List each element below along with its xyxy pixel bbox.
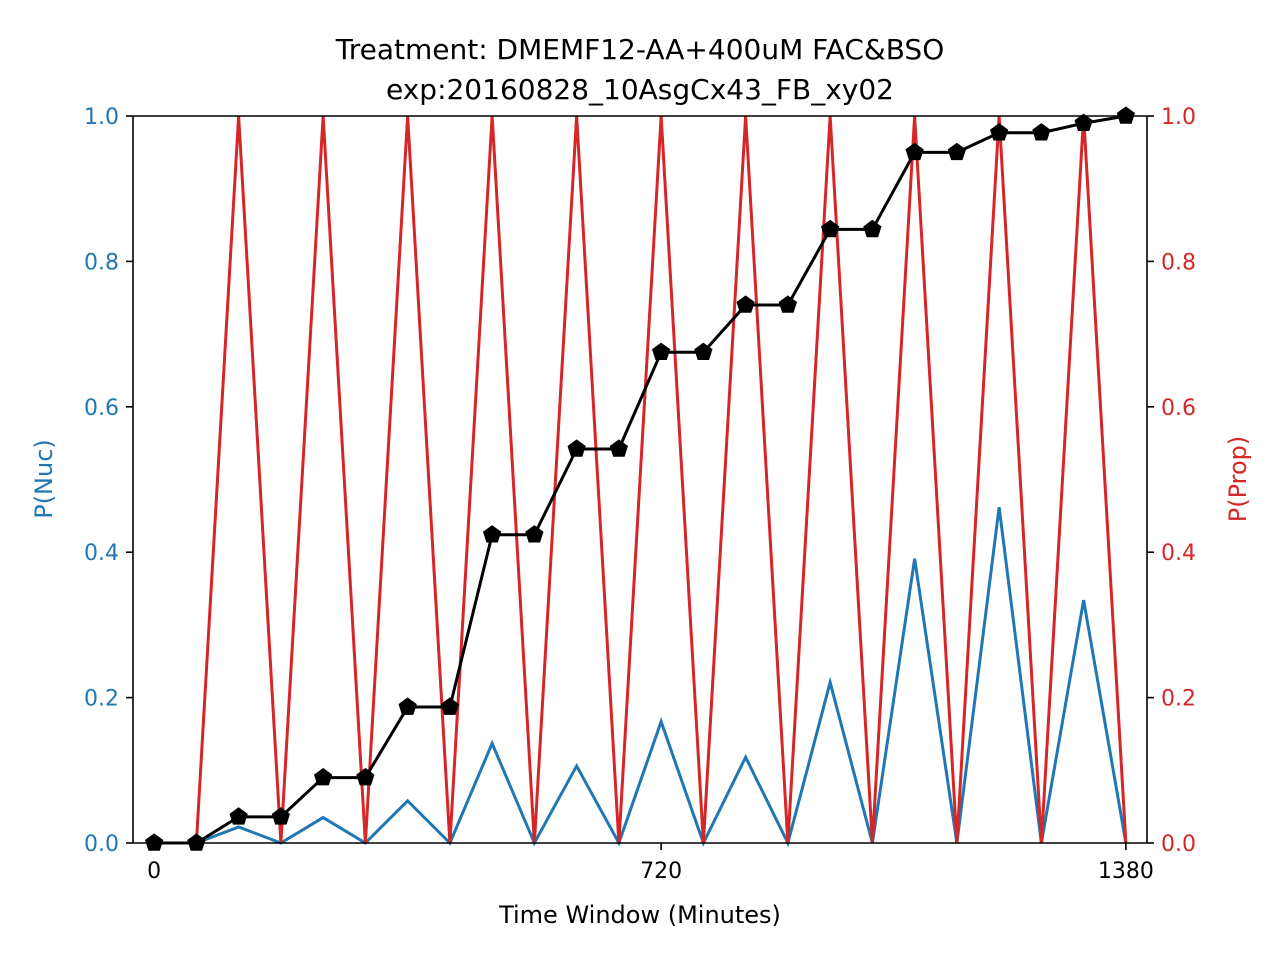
data-point-marker	[144, 833, 164, 851]
data-point-marker	[1116, 106, 1136, 124]
x-tick-label: 720	[640, 859, 682, 884]
y-axis-label-right: P(Prop)	[1224, 436, 1252, 523]
y-tick-label-right: 0.6	[1161, 396, 1196, 421]
data-point-marker	[694, 342, 713, 361]
data-point-marker	[271, 807, 291, 825]
series-line-1	[154, 115, 1128, 845]
y-tick-label-left: 0.8	[84, 250, 119, 275]
data-point-marker	[313, 767, 333, 786]
data-point-marker	[609, 439, 629, 457]
data-point-marker	[905, 142, 924, 161]
data-point-marker	[187, 833, 206, 851]
data-point-marker	[229, 807, 248, 825]
y-tick-label-left: 0.6	[84, 396, 119, 421]
y-tick-label-right: 0.0	[1161, 832, 1196, 857]
data-point-marker	[736, 295, 755, 313]
data-point-marker	[567, 439, 586, 457]
x-tick-label: 1380	[1098, 859, 1154, 884]
data-point-marker	[1074, 113, 1093, 132]
data-point-marker	[947, 142, 967, 161]
data-point-marker	[525, 525, 544, 543]
plot-area	[144, 106, 1136, 851]
series-line-0	[154, 506, 1128, 848]
axes: 0 720 1380 0.0 0.0 0.2 0.2 0.4 0.4 0.6 0.6 0.8 0.8 1.…	[84, 105, 1196, 884]
chart-title-line-1: Treatment: DMEMF12-AA+400uM FAC&BSO	[335, 33, 945, 66]
data-point-marker	[863, 219, 882, 238]
y-tick-label-left: 1.0	[84, 105, 119, 130]
y-tick-label-right: 0.8	[1161, 250, 1196, 275]
y-tick-label-left: 0.2	[84, 687, 119, 712]
data-point-marker	[651, 342, 671, 361]
data-point-marker	[820, 219, 840, 238]
data-point-marker	[1032, 123, 1051, 141]
x-axis-label: Time Window (Minutes)	[498, 901, 781, 929]
y-tick-label-right: 1.0	[1161, 105, 1196, 130]
y-tick-label-right: 0.2	[1161, 687, 1196, 712]
data-point-marker	[440, 697, 460, 715]
y-tick-label-right: 0.4	[1161, 541, 1196, 566]
data-point-marker	[356, 767, 375, 786]
x-tick-label: 0	[147, 859, 161, 884]
y-tick-label-left: 0.4	[84, 541, 119, 566]
chart-title-line-2: exp:20160828_10AsgCx43_FB_xy02	[386, 73, 894, 106]
data-point-marker	[778, 295, 798, 313]
y-tick-label-left: 0.0	[84, 832, 119, 857]
data-point-marker	[989, 123, 1009, 141]
data-point-marker	[482, 525, 502, 543]
y-axis-label-left: P(Nuc)	[30, 439, 58, 519]
data-point-marker	[398, 697, 417, 715]
